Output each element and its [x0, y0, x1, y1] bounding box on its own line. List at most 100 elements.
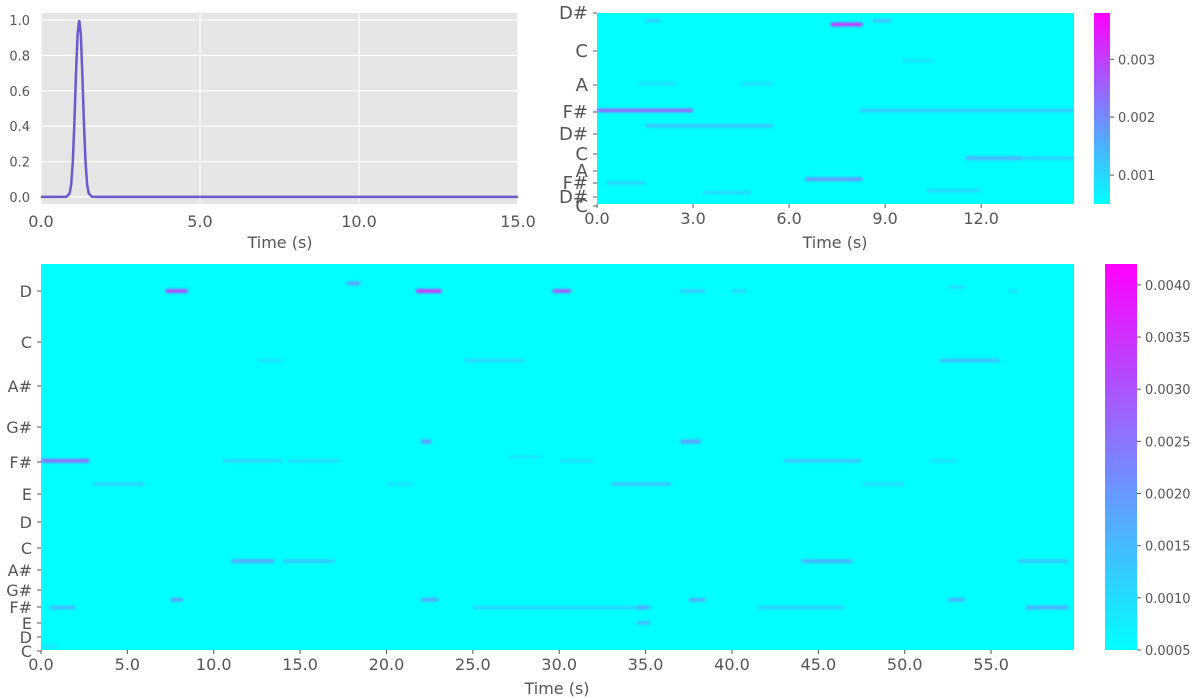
chroma-long-cell [1008, 289, 1019, 293]
chroma-short-cell [830, 22, 863, 27]
chroma-long-cell [421, 439, 432, 444]
chroma-long-colorbar-tick-label: 0.0025 [1145, 435, 1191, 450]
chroma-long-cell [170, 598, 183, 602]
chroma-long-y-tick-label: A# [8, 377, 32, 396]
chroma-long-cell [256, 358, 283, 363]
chroma-long-cell [222, 459, 283, 463]
chroma-long-cell [41, 644, 59, 648]
chroma-long-x-axis-label: Time (s) [523, 679, 589, 698]
chroma-long-cell [861, 482, 905, 486]
chroma-short-y-tick-label: C [575, 196, 588, 217]
chroma-long-cell [559, 459, 594, 463]
chroma-long-x-tick-label: 5.0 [115, 655, 140, 674]
chroma-long-y-tick-label: E [22, 614, 32, 633]
chroma-long-cell [346, 281, 361, 286]
chroma-short-cell [597, 108, 694, 113]
chroma-short-colorbar-tick-label: 0.003 [1118, 53, 1155, 68]
chroma-short-cell [1022, 156, 1074, 160]
chroma-short-x-tick-label: 6.0 [776, 209, 801, 228]
chroma-short-colorbar [1094, 13, 1110, 204]
chroma-long-cell [801, 559, 853, 564]
window-x-tick-label: 10.0 [341, 212, 377, 231]
chroma-long-x-tick-label: 0.0 [28, 655, 53, 674]
chroma-long-cell [731, 289, 746, 293]
chroma-long-x-tick-label: 35.0 [628, 655, 664, 674]
chroma-short-y-tick-label: C [575, 144, 588, 165]
window-series-line [41, 19, 518, 199]
chroma-long-y-tick-label: G# [6, 418, 32, 437]
chroma-long-x-tick-label: 15.0 [282, 655, 318, 674]
chroma-long-y-tick-label: D [20, 513, 32, 532]
chroma-short-cell [645, 123, 774, 128]
chroma-long-x-tick-label: 40.0 [714, 655, 750, 674]
chroma-long-cell [636, 605, 651, 610]
chroma-long-cell [92, 482, 145, 486]
chroma-short-cell [702, 190, 751, 195]
window-y-ticks: 0.0 0.2 0.4 0.6 0.8 1.0 [9, 14, 30, 206]
window-y-tick-label: 0.2 [9, 156, 30, 171]
chroma-long-x-tick-label: 20.0 [369, 655, 405, 674]
chroma-short-cell [645, 18, 662, 23]
window-y-tick-label: 0.4 [9, 120, 30, 135]
chroma-long-y-tick-label: C [21, 333, 32, 352]
chroma-long-colorbar-tick-label: 0.0010 [1145, 592, 1191, 607]
chroma-short-colorbar-tick-label: 0.001 [1118, 169, 1155, 184]
chroma-short-plot-background [597, 13, 1074, 204]
chroma-short-colorbar-tick-label: 0.002 [1118, 111, 1155, 126]
chroma-long-cell [636, 621, 651, 625]
chroma-long-x-tick-label: 25.0 [455, 655, 491, 674]
chroma-long-colorbar-tick-label: 0.0030 [1145, 383, 1191, 398]
chroma-long-x-tick-label: 30.0 [541, 655, 577, 674]
chroma-short-cell [638, 81, 678, 86]
chroma-long-y-tick-label: C [21, 539, 32, 558]
window-chart: 0.0 5.0 10.0 15.0 0.0 0.2 0.4 0.6 0.8 1.0 Time (… [9, 13, 536, 252]
chroma-long-colorbar-tick-label: 0.0020 [1145, 488, 1191, 503]
chroma-long-y-tick-label: G# [6, 581, 32, 600]
chroma-long-x-tick-label: 55.0 [973, 655, 1009, 674]
chroma-long-x-tick-label: 10.0 [196, 655, 232, 674]
chroma-long-y-tick-label: E [22, 485, 32, 504]
chroma-long-cell [1025, 605, 1069, 610]
chroma-short-cell [872, 18, 892, 23]
chroma-long-plot-background [41, 264, 1074, 650]
chroma-long-cell [507, 455, 542, 459]
chroma-short-cell [926, 188, 982, 193]
chroma-short-x-axis-label: Time (s) [801, 233, 867, 252]
chroma-long-cell [386, 482, 413, 486]
window-y-tick-label: 0.8 [9, 49, 30, 64]
chroma-long-x-tick-label: 50.0 [887, 655, 923, 674]
chroma-long-chart: 0.0 5.0 10.0 15.0 20.0 25.0 30.0 35.0 40.0 45.0 50… [6, 264, 1191, 698]
chroma-long-y-tick-label: F# [9, 598, 32, 617]
chroma-short-x-tick-label: 9.0 [872, 209, 897, 228]
chroma-short-cell [606, 181, 646, 185]
chroma-short-y-tick-label: D# [559, 124, 588, 145]
chroma-long-colorbar-ticks: 0.0005 0.0010 0.0015 0.0020 0.0025 0.0030 0.00… [1137, 279, 1191, 659]
chroma-short-y-ticks: CD#F#ACD#F#ACD# [559, 3, 597, 217]
chroma-long-cell [288, 459, 340, 463]
chroma-long-cell [688, 598, 707, 602]
window-y-tick-label: 0.6 [9, 85, 30, 100]
window-x-tick-label: 5.0 [187, 212, 212, 231]
chroma-long-colorbar [1105, 264, 1137, 650]
chroma-long-cell [421, 598, 439, 602]
chroma-long-cell [680, 439, 701, 444]
chroma-long-x-ticks: 0.0 5.0 10.0 15.0 20.0 25.0 30.0 35.0 40.0 45.0 50… [28, 650, 1009, 674]
chroma-short-cell [741, 81, 774, 86]
chroma-short-y-tick-label: F# [563, 102, 588, 123]
chroma-long-cell [464, 358, 525, 363]
chroma-long-cell [680, 289, 707, 293]
chroma-short-y-tick-label: D# [559, 3, 588, 24]
window-x-axis-label: Time (s) [246, 233, 312, 252]
chroma-long-cell [41, 459, 90, 463]
window-plot-background [41, 13, 518, 204]
chroma-long-y-tick-label: C [21, 642, 32, 661]
chroma-long-cell [415, 289, 442, 293]
chroma-long-cell [49, 605, 76, 610]
chroma-long-cell [611, 482, 672, 486]
chroma-short-chart: 0.0 3.0 6.0 9.0 12.0 CD#F#ACD#F#ACD# Time (s… [559, 3, 1155, 252]
window-x-tick-label: 0.0 [28, 212, 53, 231]
chroma-short-cell [901, 58, 934, 63]
chroma-long-features [41, 281, 1069, 648]
chroma-long-cell [947, 598, 966, 602]
